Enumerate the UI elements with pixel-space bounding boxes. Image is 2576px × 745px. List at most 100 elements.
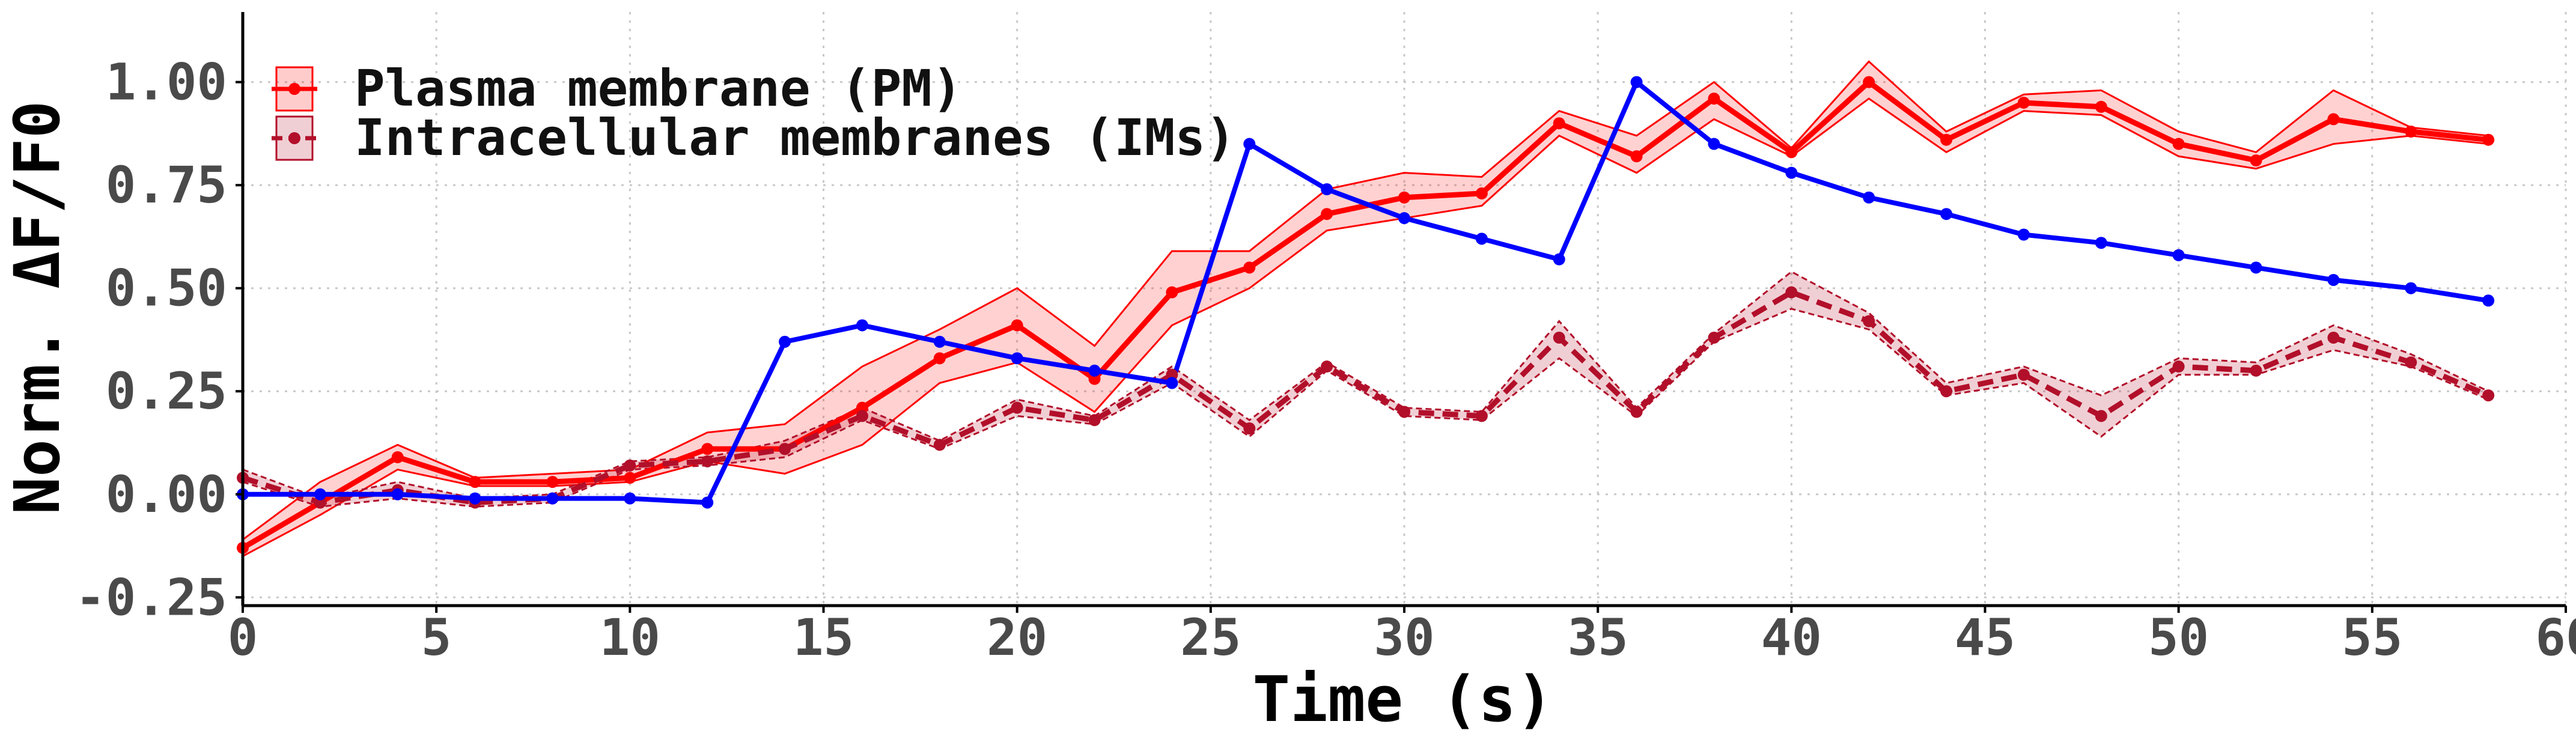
point-s1-23 xyxy=(2017,368,2030,381)
series-line-1 xyxy=(242,290,2489,505)
point-s0-29 xyxy=(2482,133,2495,146)
point-s1-5 xyxy=(624,459,636,472)
point-s1-8 xyxy=(856,410,868,422)
point-s1-10 xyxy=(1011,401,1023,414)
x-tick-label-7: 35 xyxy=(1568,608,1628,667)
point-s1-1 xyxy=(314,496,326,509)
point-s1-26 xyxy=(2250,364,2262,377)
point-s2-21 xyxy=(1863,191,1875,204)
band-upper-edge-1 xyxy=(242,270,2489,500)
point-s0-22 xyxy=(1940,133,1953,146)
x-tick-label-6: 30 xyxy=(1374,608,1434,667)
legend-marker-1 xyxy=(288,132,300,144)
point-s0-9 xyxy=(933,352,946,365)
point-s2-28 xyxy=(2405,282,2417,294)
point-s1-13 xyxy=(1243,422,1256,434)
series-markers xyxy=(237,76,2495,554)
point-s1-19 xyxy=(1708,332,1720,344)
point-s2-22 xyxy=(1940,208,1953,220)
point-s1-29 xyxy=(2482,389,2495,402)
series-line-2 xyxy=(243,79,2489,505)
x-tick-label-5: 25 xyxy=(1180,608,1241,667)
legend-marker-0 xyxy=(288,83,300,95)
point-s2-8 xyxy=(856,319,868,332)
point-s0-19 xyxy=(1708,93,1720,105)
y-axis-title: Norm. ΔF/F0 xyxy=(1,101,74,515)
point-s0-27 xyxy=(2327,113,2340,126)
point-s2-25 xyxy=(2172,249,2185,261)
y-tick-label-5: 1.00 xyxy=(106,53,227,112)
point-s1-18 xyxy=(1630,406,1643,418)
point-s1-11 xyxy=(1088,414,1101,427)
legend: Plasma membrane (PM)Intracellular membra… xyxy=(272,59,1236,167)
point-s1-12 xyxy=(1166,368,1178,381)
point-s0-20 xyxy=(1785,146,1798,159)
legend-label-1: Intracellular membranes (IMs) xyxy=(355,108,1236,167)
point-s2-19 xyxy=(1708,138,1720,150)
point-s0-25 xyxy=(2172,138,2185,150)
point-s0-23 xyxy=(2017,96,2030,109)
legend-label-0: Plasma membrane (PM) xyxy=(355,59,962,118)
point-s2-27 xyxy=(2327,273,2340,286)
point-s1-17 xyxy=(1553,332,1565,344)
x-tick-label-1: 5 xyxy=(421,608,452,667)
x-tick-label-3: 15 xyxy=(793,608,854,667)
point-s0-8 xyxy=(856,401,868,414)
point-s1-15 xyxy=(1398,406,1410,418)
x-tick-label-11: 55 xyxy=(2342,608,2402,667)
point-s0-6 xyxy=(701,443,714,455)
point-s0-13 xyxy=(1243,261,1256,274)
point-s1-16 xyxy=(1475,410,1488,422)
point-s2-15 xyxy=(1398,212,1410,225)
point-s0-2 xyxy=(391,451,404,463)
x-tick-label-10: 50 xyxy=(2148,608,2209,667)
x-tick-label-4: 20 xyxy=(987,608,1047,667)
point-s1-9 xyxy=(933,439,946,451)
point-s0-5 xyxy=(624,472,636,484)
point-s1-24 xyxy=(2095,410,2107,422)
point-s0-16 xyxy=(1475,187,1488,199)
point-s2-11 xyxy=(1088,364,1101,377)
point-s0-14 xyxy=(1321,208,1333,220)
point-s2-13 xyxy=(1243,138,1256,150)
point-s1-14 xyxy=(1321,360,1333,373)
point-s0-17 xyxy=(1553,117,1565,130)
point-s1-25 xyxy=(2172,360,2185,373)
y-tick-label-1: 0.00 xyxy=(106,465,227,524)
point-s2-5 xyxy=(624,492,636,505)
point-s2-2 xyxy=(391,488,404,500)
point-s1-21 xyxy=(1863,315,1875,327)
point-s2-18 xyxy=(1630,76,1643,88)
point-s2-20 xyxy=(1785,166,1798,179)
point-s0-18 xyxy=(1630,150,1643,163)
band-lower-edge-0 xyxy=(242,97,2489,557)
y-tick-label-2: 0.25 xyxy=(106,362,227,421)
point-s1-22 xyxy=(1940,385,1953,398)
point-s2-23 xyxy=(2017,228,2030,241)
x-tick-label-0: 0 xyxy=(228,608,258,667)
point-s1-20 xyxy=(1785,286,1798,299)
x-tick-label-8: 40 xyxy=(1761,608,1822,667)
point-s2-3 xyxy=(469,492,481,505)
point-s2-16 xyxy=(1475,233,1488,245)
y-axis-ticks: -0.25 0.00 0.25 0.50 0.75 1.00 xyxy=(75,53,243,627)
point-s2-6 xyxy=(701,496,714,509)
x-tick-label-2: 10 xyxy=(600,608,660,667)
point-s2-4 xyxy=(546,492,559,505)
x-tick-label-12: 60 xyxy=(2535,608,2576,667)
point-s2-26 xyxy=(2250,261,2262,274)
point-s1-6 xyxy=(701,455,714,467)
point-s0-4 xyxy=(546,476,559,488)
y-tick-label-0: -0.25 xyxy=(75,568,227,627)
point-s2-10 xyxy=(1011,352,1023,365)
y-tick-label-4: 0.75 xyxy=(106,156,227,214)
point-s2-7 xyxy=(779,335,791,348)
point-s0-11 xyxy=(1088,372,1101,385)
point-s1-7 xyxy=(779,443,791,455)
point-s2-1 xyxy=(314,488,326,500)
point-s2-29 xyxy=(2482,294,2495,307)
point-s0-10 xyxy=(1011,319,1023,332)
point-s2-9 xyxy=(933,335,946,348)
point-s2-17 xyxy=(1553,253,1565,266)
